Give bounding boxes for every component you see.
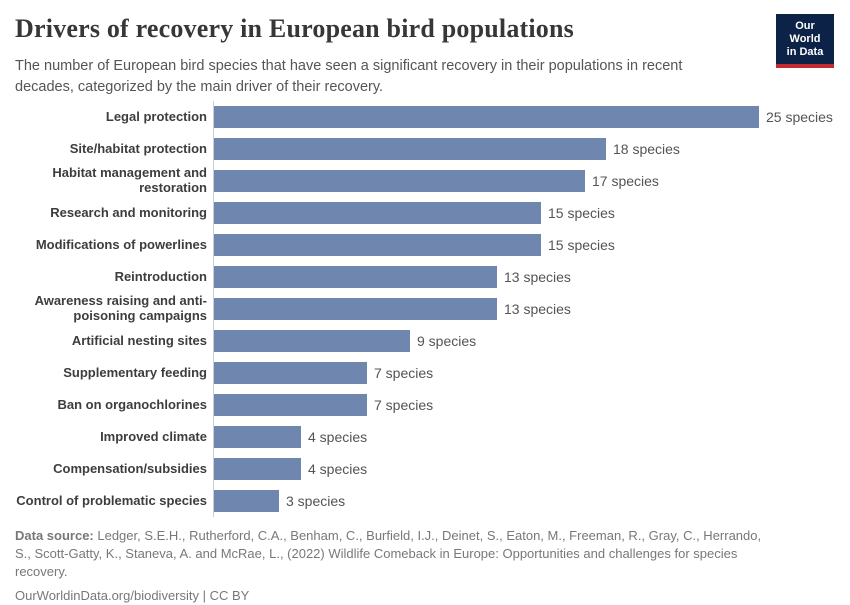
value-label: 4 species	[308, 429, 368, 445]
chart-footer: Data source: Ledger, S.E.H., Rutherford,…	[15, 527, 763, 605]
value-label: 15 species	[548, 237, 615, 253]
chart-subtitle: The number of European bird species that…	[15, 58, 683, 96]
bar[interactable]	[214, 330, 410, 352]
category-label: Artificial nesting sites	[71, 332, 207, 348]
bar-area: 4 species	[214, 426, 835, 448]
bar-row: Legal protection 25 species	[15, 101, 835, 133]
data-source-note: Data source: Ledger, S.E.H., Rutherford,…	[15, 527, 763, 581]
data-source-text: Ledger, S.E.H., Rutherford, C.A., Benham…	[15, 528, 762, 579]
value-label: 9 species	[417, 333, 477, 349]
bar-row: Ban on organochlorines 7 species	[15, 389, 835, 421]
bar[interactable]	[214, 490, 279, 512]
bar-row: Improved climate 4 species	[15, 421, 835, 453]
bar[interactable]	[214, 266, 497, 288]
owid-logo-line2: in Data	[786, 45, 824, 58]
category-label: Legal protection	[105, 108, 207, 124]
data-source-label: Data source:	[15, 528, 94, 543]
category-label: Modifications of powerlines	[35, 236, 207, 252]
license-label: CC BY	[209, 587, 250, 603]
bar-row: Modifications of powerlines 15 species	[15, 229, 835, 261]
bar-row: Supplementary feeding 7 species	[15, 357, 835, 389]
bar-chart: Legal protection 25 species Site/habitat p…	[15, 101, 835, 517]
owid-url-link[interactable]: OurWorldinData.org/biodiversity	[15, 587, 199, 603]
bar-row: Research and monitoring 15 species	[15, 197, 835, 229]
value-label: 3 species	[286, 493, 346, 509]
category-label: Compensation/subsidies	[53, 460, 207, 476]
bar-row: Awareness raising and anti-poisoning cam…	[15, 293, 835, 325]
bar-row: Control of problematic species 3 species	[15, 485, 835, 517]
value-label: 13 species	[504, 269, 571, 285]
value-label: 18 species	[613, 141, 680, 157]
bar[interactable]	[214, 362, 367, 384]
category-label: Supplementary feeding	[63, 364, 207, 380]
footer-byline: OurWorldinData.org/biodiversity | CC BY	[15, 587, 763, 605]
bar-row: Artificial nesting sites 9 species	[15, 325, 835, 357]
category-label: Improved climate	[100, 428, 207, 444]
bar[interactable]	[214, 170, 585, 192]
bar-area: 4 species	[214, 458, 835, 480]
bar[interactable]	[214, 138, 606, 160]
category-label: Reintroduction	[114, 268, 207, 284]
category-label: Ban on organochlorines	[57, 396, 207, 412]
chart-header: Drivers of recovery in European bird pop…	[15, 14, 760, 98]
bar-area: 9 species	[214, 330, 835, 352]
bar[interactable]	[214, 426, 301, 448]
category-label: Habitat management and restoration	[52, 165, 207, 195]
value-label: 17 species	[592, 173, 659, 189]
bar[interactable]	[214, 202, 541, 224]
bar-row: Compensation/subsidies 4 species	[15, 453, 835, 485]
y-axis-line	[213, 101, 214, 517]
category-label: Research and monitoring	[50, 204, 207, 220]
value-label: 7 species	[374, 365, 434, 381]
value-label: 25 species	[766, 109, 833, 125]
bar-row: Site/habitat protection 18 species	[15, 133, 835, 165]
page-title: Drivers of recovery in European bird pop…	[15, 14, 574, 43]
bar[interactable]	[214, 298, 497, 320]
bar-area: 15 species	[214, 202, 835, 224]
bar-area: 3 species	[214, 490, 835, 512]
bar-area: 7 species	[214, 394, 835, 416]
bar-area: 13 species	[214, 298, 835, 320]
category-label: Awareness raising and anti-poisoning cam…	[34, 293, 207, 323]
bar[interactable]	[214, 458, 301, 480]
bar[interactable]	[214, 106, 759, 128]
bar-row: Habitat management and restoration 17 spe…	[15, 165, 835, 197]
bar-area: 15 species	[214, 234, 835, 256]
bar-area: 17 species	[214, 170, 835, 192]
value-label: 15 species	[548, 205, 615, 221]
bar-rows: Legal protection 25 species Site/habitat p…	[15, 101, 835, 517]
bar[interactable]	[214, 394, 367, 416]
category-label: Control of problematic species	[16, 492, 207, 508]
value-label: 7 species	[374, 397, 434, 413]
bar-area: 25 species	[214, 106, 835, 128]
owid-logo[interactable]: Our World in Data	[776, 14, 834, 68]
footer-separator: |	[199, 587, 210, 603]
bar-row: Reintroduction 13 species	[15, 261, 835, 293]
value-label: 4 species	[308, 461, 368, 477]
bar-area: 13 species	[214, 266, 835, 288]
bar-area: 7 species	[214, 362, 835, 384]
owid-logo-line1: Our World	[789, 20, 821, 45]
value-label: 13 species	[504, 301, 571, 317]
bar-area: 18 species	[214, 138, 835, 160]
category-label: Site/habitat protection	[69, 140, 207, 156]
bar[interactable]	[214, 234, 541, 256]
